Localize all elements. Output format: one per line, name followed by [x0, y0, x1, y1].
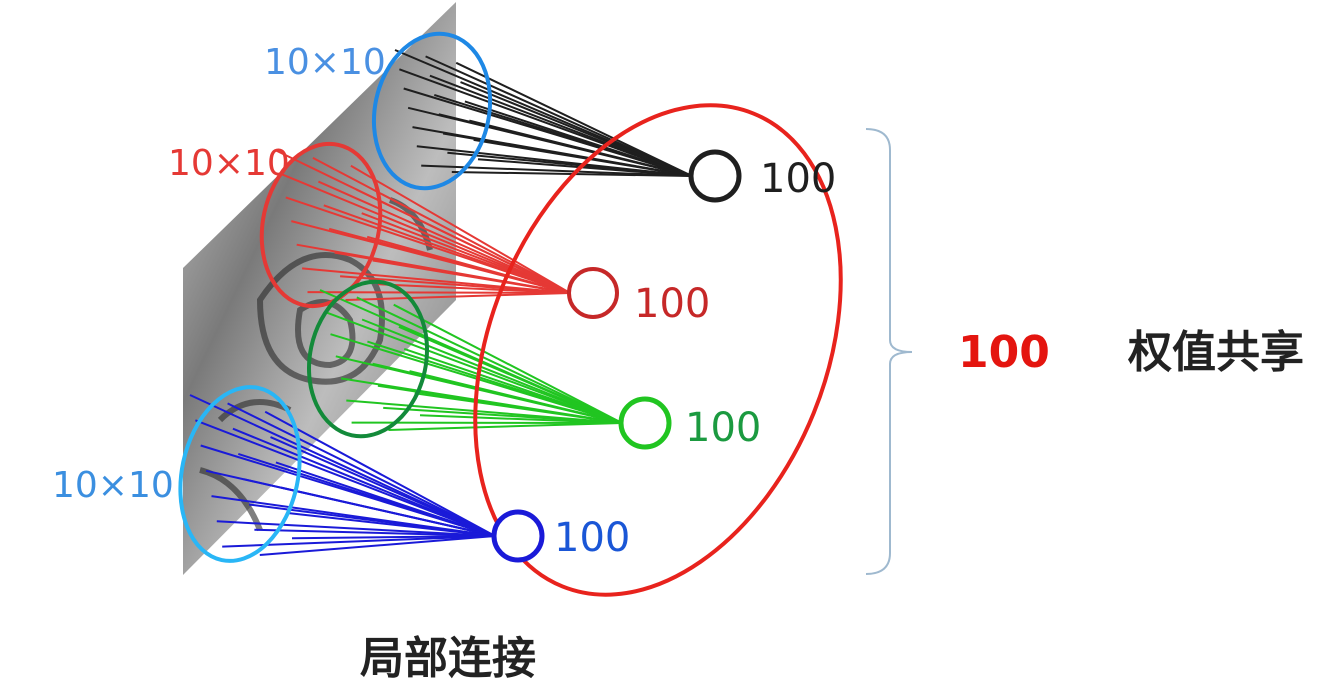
- input-image: [183, 2, 456, 575]
- connection-line: [189, 394, 496, 537]
- connection-line: [275, 461, 496, 537]
- connection-line: [377, 283, 571, 294]
- connection-line: [195, 419, 496, 537]
- neuron-circle-2: [567, 267, 619, 319]
- weight-sharing-ellipse: [473, 103, 843, 597]
- connection-line: [361, 212, 571, 294]
- connection-line: [356, 296, 623, 424]
- connection-line: [286, 511, 496, 537]
- neuron-circle-1: [688, 149, 742, 203]
- patch-label-2: 10×10: [168, 143, 290, 184]
- neuron-circle-4: [491, 509, 545, 563]
- connection-fan-4: [189, 394, 496, 556]
- connection-line: [355, 188, 571, 294]
- connection-line: [324, 311, 623, 424]
- connection-fan-2: [274, 149, 571, 301]
- connection-line: [469, 119, 693, 177]
- local-connection-caption: 局部连接: [360, 633, 536, 683]
- connection-line: [361, 318, 623, 424]
- neuron-label-1: 100: [760, 156, 836, 202]
- connection-line: [270, 436, 496, 537]
- patch-ellipse-3: [306, 279, 430, 439]
- connection-line: [460, 81, 693, 177]
- connection-line: [345, 292, 571, 301]
- connection-line: [414, 392, 623, 424]
- neuron-circle-3: [618, 396, 672, 450]
- neuron-label-4: 100: [554, 515, 630, 561]
- group-bracket: [865, 128, 913, 575]
- neuron-label-3: 100: [685, 405, 761, 451]
- patch-ellipse-2: [259, 141, 383, 309]
- connection-fan-1: [394, 49, 693, 177]
- connection-line: [232, 427, 496, 537]
- patch-label-1: 10×10: [264, 42, 386, 83]
- connection-line: [323, 204, 571, 294]
- connection-line: [372, 259, 571, 294]
- connection-line: [388, 422, 623, 431]
- connection-fan-3: [319, 289, 623, 431]
- connection-line: [473, 138, 693, 177]
- connection-line: [216, 520, 496, 537]
- patch-label-4: 10×10: [52, 465, 174, 506]
- connection-line: [393, 303, 623, 424]
- connection-line: [425, 55, 693, 177]
- connection-line: [280, 172, 571, 294]
- input-image-plane: [183, 2, 456, 575]
- connection-line: [317, 180, 571, 294]
- connection-line: [409, 370, 623, 424]
- connection-line: [419, 414, 623, 424]
- shared-weight-count: 100: [958, 327, 1050, 378]
- weight-sharing-label: 权值共享: [1127, 327, 1304, 378]
- connection-line: [307, 291, 571, 294]
- connection-line: [477, 158, 693, 177]
- connection-line: [398, 325, 623, 424]
- connection-line: [340, 275, 571, 294]
- connection-line: [464, 100, 693, 177]
- connection-line: [455, 61, 693, 177]
- connection-line: [403, 347, 623, 424]
- connection-line: [312, 157, 571, 294]
- connection-line: [254, 528, 496, 537]
- neuron-label-2: 100: [634, 281, 710, 327]
- connection-line: [259, 535, 496, 556]
- connection-line: [366, 235, 571, 294]
- connection-line: [264, 410, 496, 537]
- patch-ellipse-4: [178, 385, 302, 563]
- connection-line: [281, 486, 496, 537]
- patch-ellipse-1: [371, 31, 493, 191]
- connection-fans: [189, 49, 693, 556]
- connection-line: [350, 164, 571, 294]
- connection-line: [227, 402, 496, 537]
